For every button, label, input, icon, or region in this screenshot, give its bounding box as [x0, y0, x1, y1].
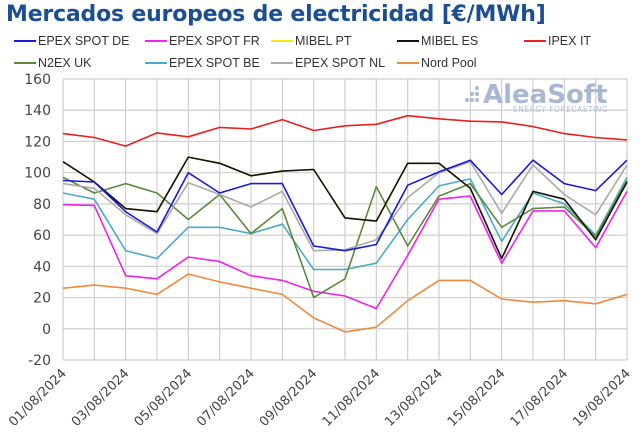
x-tick-label: 13/08/2024 [382, 366, 446, 430]
y-tick-label: 100 [24, 166, 51, 182]
y-tick-label: 0 [42, 322, 51, 338]
x-tick-label: 17/08/2024 [508, 366, 572, 430]
chart-title: Mercados europeos de electricidad [€/MWh… [6, 2, 546, 27]
legend-label: N2EX UK [38, 56, 92, 70]
y-tick-label: 120 [24, 134, 51, 150]
legend-item-n2ex-uk[interactable]: N2EX UK [14, 56, 92, 70]
y-tick-label: 40 [33, 259, 51, 275]
series-line-ipex-it [62, 114, 628, 147]
legend-swatch [14, 40, 36, 42]
legend-swatch [397, 62, 419, 64]
legend-swatch [397, 40, 419, 42]
series-lines [62, 114, 628, 333]
legend-item-mibel-pt[interactable]: MIBEL PT [271, 34, 352, 48]
legend-swatch [145, 62, 167, 64]
x-tick-label: 05/08/2024 [132, 366, 196, 430]
x-tick-label: 11/08/2024 [320, 366, 384, 430]
series-line-n2ex-uk [62, 176, 628, 299]
x-tick-label: 19/08/2024 [570, 366, 634, 430]
series-line-nord-pool [62, 273, 628, 333]
legend-label: EPEX SPOT FR [169, 34, 260, 48]
legend-item-epex-spot-nl[interactable]: EPEX SPOT NL [271, 56, 385, 70]
legend-label: EPEX SPOT NL [295, 56, 386, 70]
legend-label: IPEX IT [548, 34, 592, 48]
legend-swatch [145, 40, 167, 42]
x-tick-label: 15/08/2024 [445, 366, 509, 430]
legend-label: EPEX SPOT BE [169, 56, 260, 70]
x-axis-ticks: 01/08/2024 03/08/2024 05/08/2024 07/08/2024… [6, 366, 634, 430]
x-tick-label: 01/08/2024 [6, 366, 70, 430]
legend-item-mibel-es[interactable]: MIBEL ES [397, 34, 478, 48]
legend-swatch [14, 62, 36, 64]
legend-swatch [524, 40, 546, 42]
y-tick-label: 60 [33, 228, 51, 244]
legend-item-nord-pool[interactable]: Nord Pool [397, 56, 477, 70]
legend-item-epex-spot-fr[interactable]: EPEX SPOT FR [145, 34, 260, 48]
y-tick-label: 140 [24, 103, 51, 119]
series-line-epex-spot-fr [62, 191, 628, 310]
y-tick-label: 20 [33, 291, 51, 307]
legend-label: Nord Pool [421, 56, 477, 70]
x-tick-label: 07/08/2024 [194, 366, 258, 430]
y-tick-label: 80 [33, 197, 51, 213]
legend-item-ipex-it[interactable]: IPEX IT [524, 34, 591, 48]
series-line-mibel-es [62, 156, 628, 260]
x-tick-label: 03/08/2024 [69, 366, 133, 430]
aleasoft-logo-icon [465, 86, 479, 102]
x-tick-label: 09/08/2024 [257, 366, 321, 430]
aleasoft-watermark: AleaSoft ENERGY FORECASTING [465, 80, 608, 114]
gridlines [62, 78, 628, 361]
legend-label: EPEX SPOT DE [38, 34, 130, 48]
legend-label: MIBEL ES [421, 34, 479, 48]
legend-swatch [271, 40, 293, 42]
series-line-epex-spot-de [62, 159, 628, 252]
watermark-brand: AleaSoft [483, 80, 608, 110]
legend-label: MIBEL PT [295, 34, 352, 48]
legend-item-epex-spot-de[interactable]: EPEX SPOT DE [14, 34, 129, 48]
legend: EPEX SPOT DE EPEX SPOT FR MIBEL PT MIBEL… [14, 34, 634, 78]
y-tick-label: 160 [24, 72, 51, 88]
legend-item-epex-spot-be[interactable]: EPEX SPOT BE [145, 56, 260, 70]
y-axis-ticks: -20 0 20 40 60 80 100 120 140 160 [24, 72, 51, 369]
watermark-tagline: ENERGY FORECASTING [513, 105, 608, 114]
y-tick-label: -20 [28, 353, 51, 369]
legend-swatch [271, 62, 293, 64]
